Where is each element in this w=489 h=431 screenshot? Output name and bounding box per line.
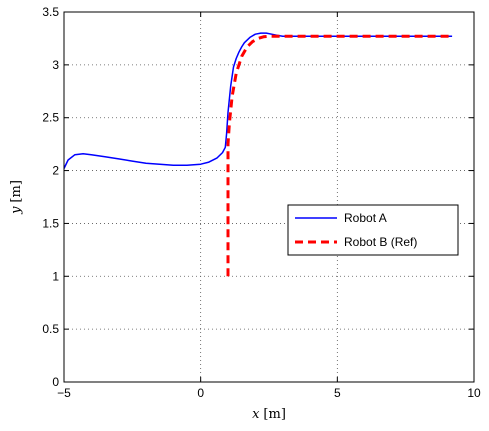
legend: Robot A Robot B (Ref) bbox=[287, 204, 459, 256]
y-tick-label: 0 bbox=[52, 375, 59, 389]
legend-label-robot-b: Robot B (Ref) bbox=[344, 235, 417, 249]
x-tick-label: 5 bbox=[334, 386, 341, 400]
y-axis-label: y[m] bbox=[9, 180, 24, 215]
series-group bbox=[63, 32, 453, 277]
y-tick-label: 1.5 bbox=[42, 216, 59, 230]
x-tick-label: 10 bbox=[467, 386, 481, 400]
y-tick-label: 3.5 bbox=[42, 5, 59, 19]
legend-label-robot-a: Robot A bbox=[344, 211, 387, 225]
x-tick-label: −5 bbox=[57, 386, 71, 400]
grid-lines bbox=[64, 12, 474, 382]
series-line-robot-b bbox=[226, 34, 453, 277]
y-tick-label: 3 bbox=[52, 58, 59, 72]
y-tick-label: 1 bbox=[52, 269, 59, 283]
y-tick-label: 2.5 bbox=[42, 111, 59, 125]
x-tick-label: 0 bbox=[197, 386, 204, 400]
plot-frame bbox=[63, 11, 475, 383]
y-tick-label: 2 bbox=[52, 164, 59, 178]
legend-box bbox=[287, 204, 459, 256]
y-tick-label: 0.5 bbox=[42, 322, 59, 336]
x-axis-label: x [m] bbox=[252, 407, 286, 422]
plot-area bbox=[64, 12, 474, 382]
